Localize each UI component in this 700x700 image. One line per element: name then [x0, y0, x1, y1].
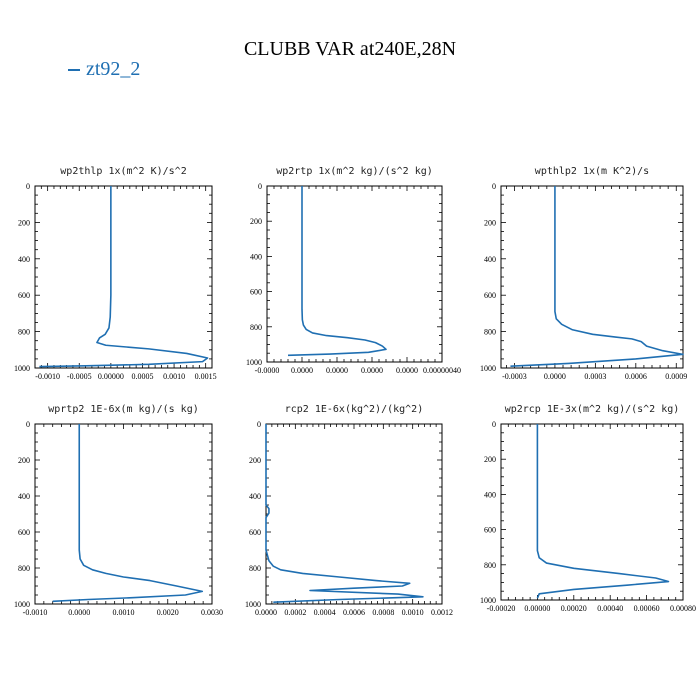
y-tick-label: 0 — [258, 182, 262, 191]
series-line — [265, 424, 424, 603]
figure-title: CLUBB VAR at240E,28N — [243, 38, 457, 60]
panel-2: wp2rtp 1x(m^2 kg)/(s^2 kg) 0 200 400 600 800 1… — [246, 166, 461, 375]
x-tick-label: 0.0000 — [255, 608, 277, 617]
x-tick-label: 0.0005 — [131, 372, 153, 381]
x-tick-label: -0.0003 — [502, 372, 527, 381]
y-tick-label: 600 — [249, 528, 261, 537]
x-tick-label: 0.0000 — [291, 366, 313, 375]
x-tick-label: -0.0005 — [67, 372, 92, 381]
y-tick-label: 600 — [18, 528, 30, 537]
x-tick-label: 0.0000 — [326, 366, 348, 375]
y-tick-label: 0 — [492, 420, 496, 429]
plot-frame — [266, 185, 443, 363]
y-tick-label: 1000 — [480, 364, 496, 373]
x-tick-label: 0.0030 — [201, 608, 223, 617]
x-tick-label: 0.0000 — [396, 366, 418, 375]
panel-6: wp2rcp 1E-3x(m^2 kg)/(s^2 kg) 0 200 400 600 8… — [480, 404, 696, 613]
series-line — [39, 186, 209, 368]
series-line — [536, 424, 670, 599]
x-tick-label: 0.00040 — [597, 604, 623, 613]
y-tick-label: 400 — [250, 252, 262, 261]
x-tick-label: 0.00000040 — [423, 366, 461, 375]
y-tick-label: 600 — [484, 526, 496, 535]
x-tick-label: 0.0015 — [195, 372, 217, 381]
panel-title: rcp2 1E-6x(kg^2)/(kg^2) — [285, 404, 423, 415]
panel-5: rcp2 1E-6x(kg^2)/(kg^2) 0 200 400 600 800 1000… — [245, 404, 453, 617]
x-tick-label: 0.0006 — [343, 608, 365, 617]
y-tick-label: 800 — [18, 328, 30, 337]
panel-title: wp2rtp 1x(m^2 kg)/(s^2 kg) — [276, 166, 433, 177]
x-tick-label: 0.0012 — [431, 608, 453, 617]
x-tick-label: 0.0020 — [157, 608, 179, 617]
y-tick-label: 800 — [18, 564, 30, 573]
x-tick-label: 0.0010 — [402, 608, 424, 617]
y-tick-label: 200 — [18, 456, 30, 465]
y-tick-label: 600 — [250, 288, 262, 297]
plot-frame — [500, 185, 684, 369]
y-tick-label: 400 — [249, 492, 261, 501]
series-line — [510, 186, 684, 367]
y-tick-label: 800 — [484, 561, 496, 570]
y-tick-label: 200 — [484, 218, 496, 227]
x-tick-label: 0.0002 — [284, 608, 306, 617]
panel-1: wp2thlp 1x(m^2 K)/s^2 0 200 400 600 800 1000 -0… — [14, 166, 217, 381]
panel-title: wpthlp2 1x(m K^2)/s — [535, 166, 649, 177]
panel-title: wp2rcp 1E-3x(m^2 kg)/(s^2 kg) — [505, 404, 680, 415]
y-tick-label: 200 — [249, 456, 261, 465]
legend-line-icon — [68, 69, 80, 72]
x-tick-label: 0.0010 — [163, 372, 185, 381]
y-tick-label: 400 — [18, 492, 30, 501]
y-tick-label: 0 — [26, 420, 30, 429]
y-tick-label: 400 — [18, 255, 30, 264]
x-tick-label: 0.00000 — [98, 372, 124, 381]
x-tick-label: 0.0004 — [314, 608, 336, 617]
panel-4: wprtp2 1E-6x(m kg)/(s kg) 0 200 400 600 800 10… — [14, 404, 223, 617]
x-tick-label: 0.0000 — [544, 372, 566, 381]
series-line — [287, 186, 387, 357]
panel-title: wprtp2 1E-6x(m kg)/(s kg) — [48, 404, 199, 415]
x-tick-label: -0.00020 — [487, 604, 516, 613]
y-tick-label: 200 — [250, 217, 262, 226]
y-tick-label: 400 — [484, 490, 496, 499]
legend-label: zt92_2 — [86, 58, 141, 80]
x-tick-label: 0.0008 — [372, 608, 394, 617]
x-tick-label: 0.0000 — [361, 366, 383, 375]
x-tick-label: -0.0010 — [35, 372, 60, 381]
y-tick-label: 600 — [18, 291, 30, 300]
plot-frame — [500, 423, 684, 601]
y-tick-label: 0 — [492, 182, 496, 191]
x-tick-label: 0.0000 — [68, 608, 90, 617]
panel-3: wpthlp2 1x(m K^2)/s 0 200 400 600 800 1000 -0.0… — [480, 166, 687, 381]
y-tick-label: 200 — [484, 455, 496, 464]
x-tick-label: 0.00060 — [634, 604, 660, 613]
y-tick-label: 400 — [484, 255, 496, 264]
x-tick-label: -0.0000 — [255, 366, 280, 375]
x-tick-label: 0.0006 — [625, 372, 647, 381]
x-tick-label: 0.00080 — [670, 604, 696, 613]
panel-title: wp2thlp 1x(m^2 K)/s^2 — [60, 166, 186, 177]
x-tick-label: 0.00000 — [524, 604, 550, 613]
y-tick-label: 1000 — [245, 600, 261, 609]
legend: zt92_2 — [68, 58, 140, 81]
y-tick-label: 1000 — [14, 364, 30, 373]
y-tick-label: 1000 — [480, 596, 496, 605]
x-tick-label: 0.00020 — [561, 604, 587, 613]
series-line — [52, 424, 204, 603]
x-tick-label: 0.0003 — [584, 372, 606, 381]
x-tick-label: 0.0009 — [665, 372, 687, 381]
y-tick-label: 800 — [249, 564, 261, 573]
y-tick-label: 600 — [484, 291, 496, 300]
y-tick-label: 0 — [257, 420, 261, 429]
y-tick-label: 800 — [250, 323, 262, 332]
plot-frame — [34, 185, 213, 369]
y-tick-label: 1000 — [246, 358, 262, 367]
x-tick-label: -0.0010 — [23, 608, 48, 617]
y-tick-label: 1000 — [14, 600, 30, 609]
y-tick-label: 0 — [26, 182, 30, 191]
y-tick-label: 200 — [18, 218, 30, 227]
y-tick-label: 800 — [484, 328, 496, 337]
plot-frame — [265, 423, 443, 605]
x-tick-label: 0.0010 — [113, 608, 135, 617]
